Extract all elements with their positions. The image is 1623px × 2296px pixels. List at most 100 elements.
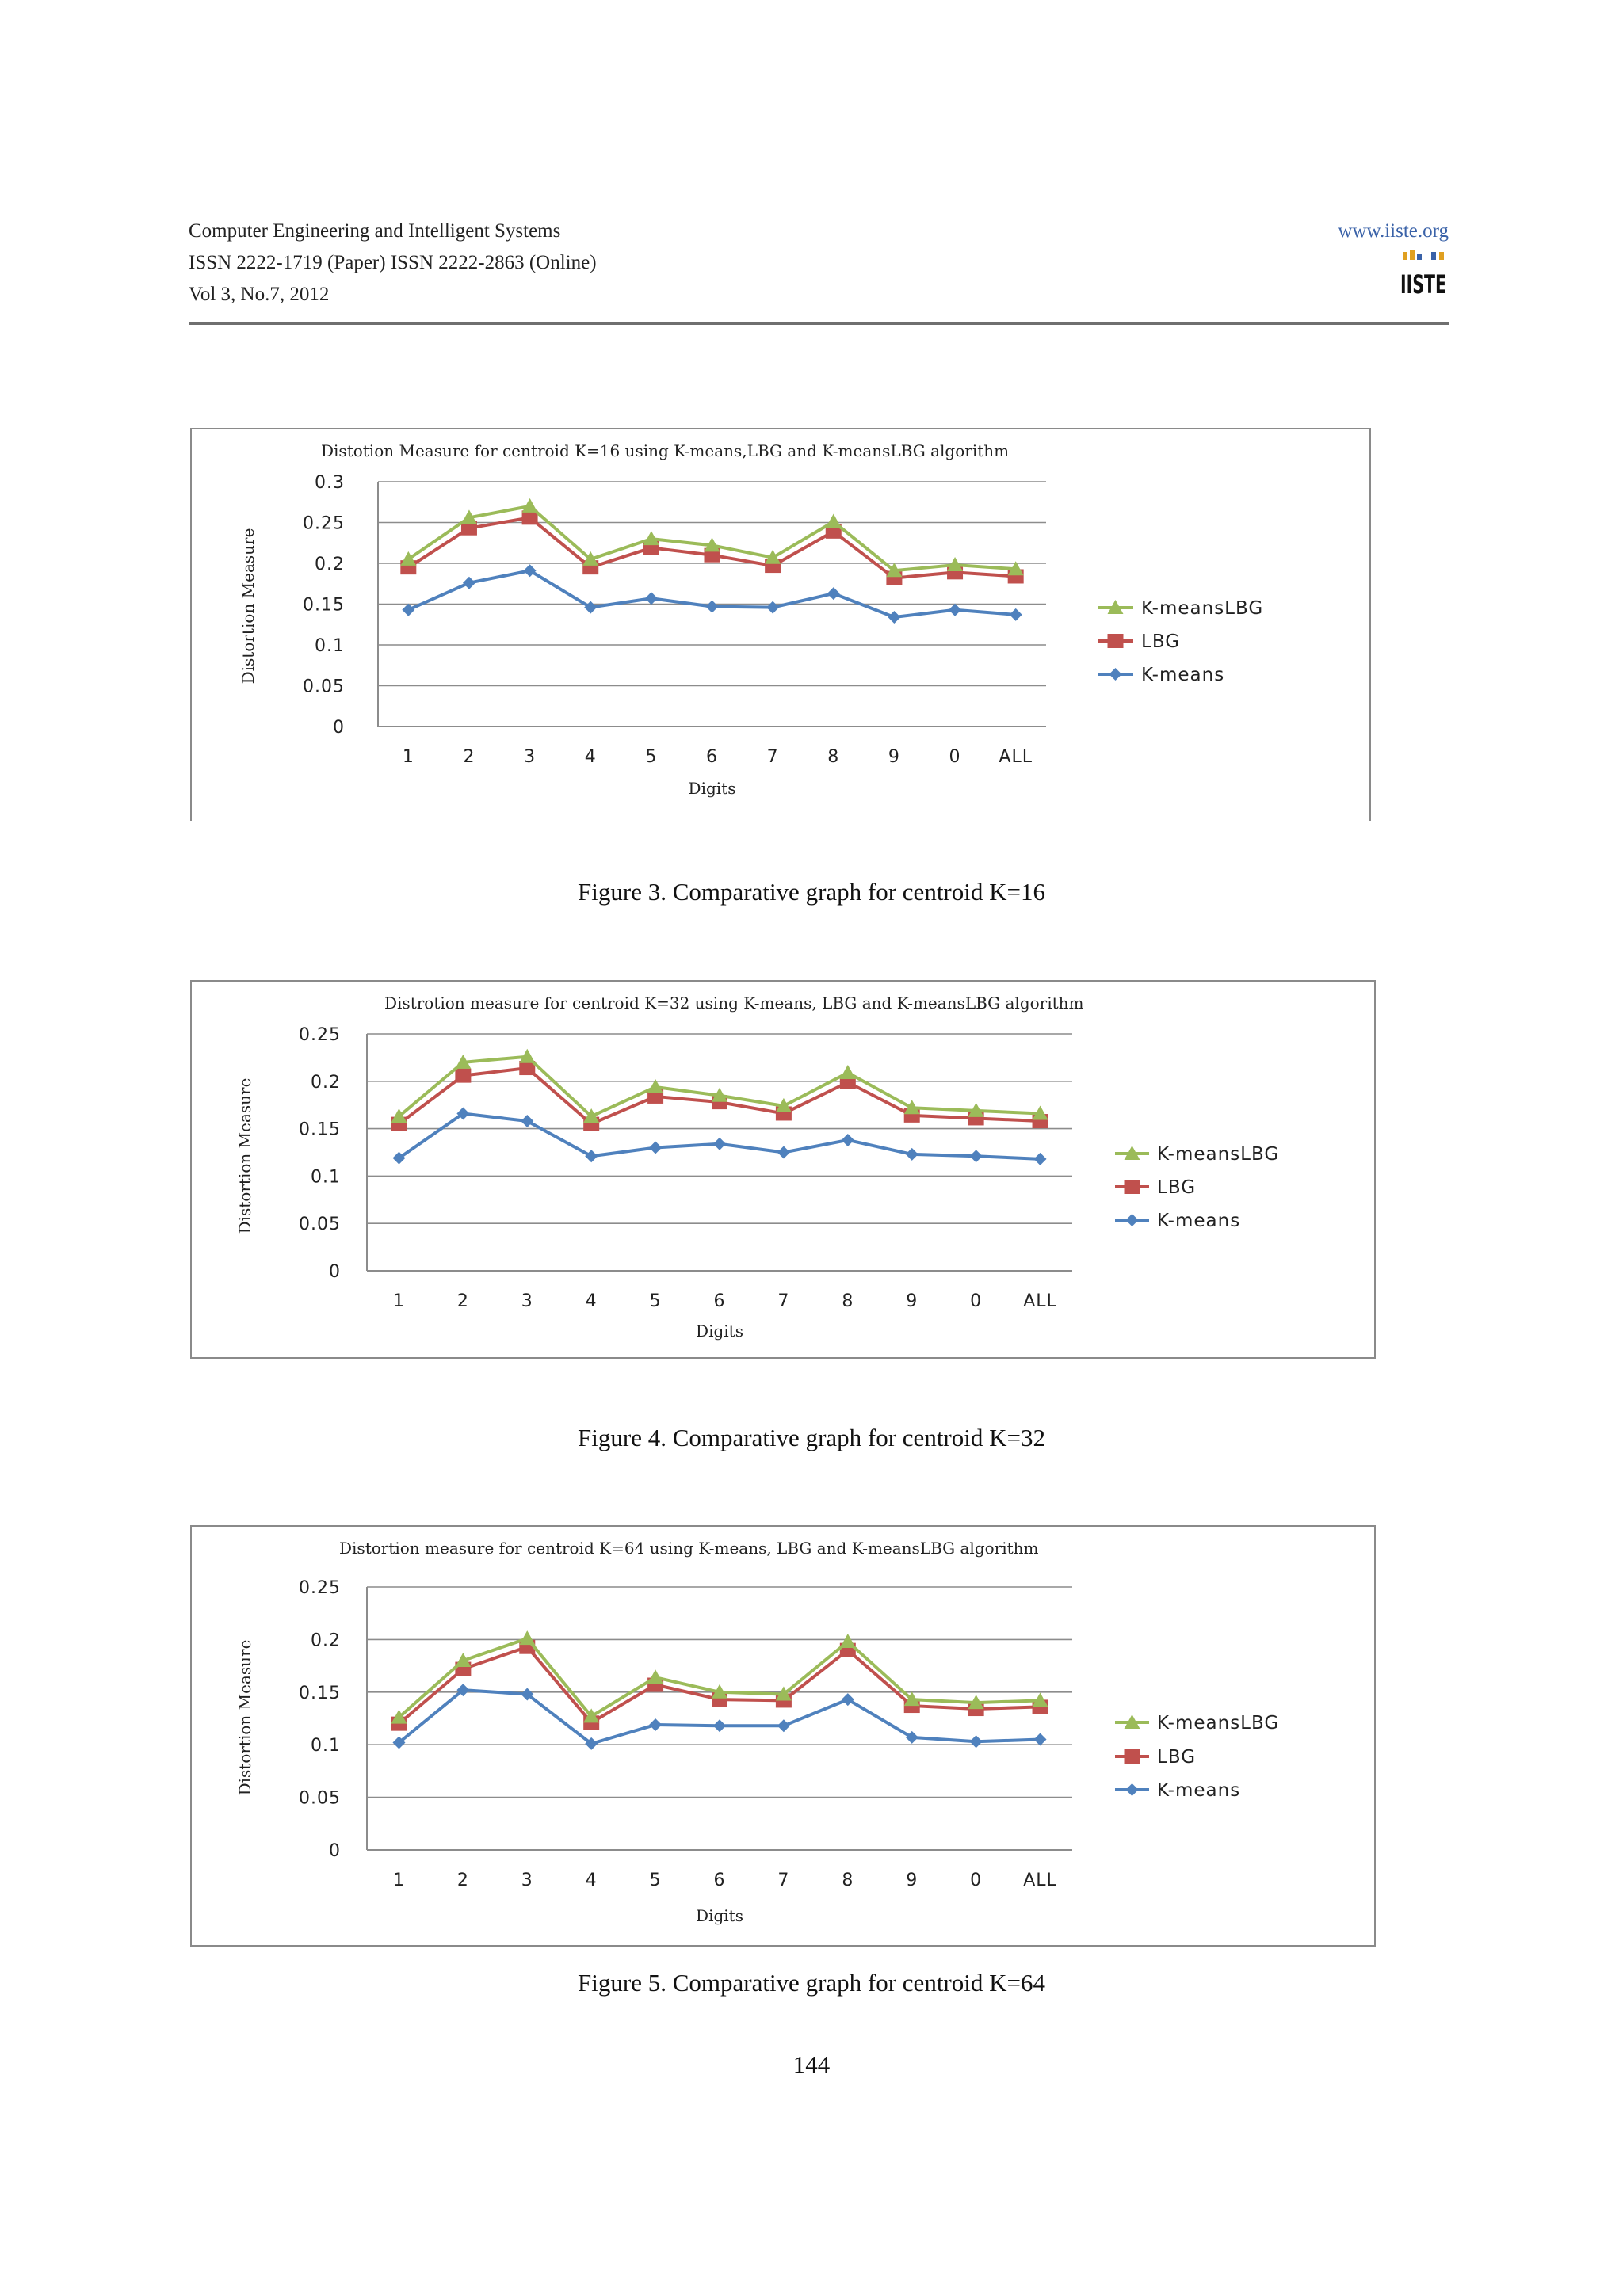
data-point [643,531,659,546]
data-point [455,1652,472,1667]
data-point [400,551,417,566]
x-tick-label: 7 [777,1871,789,1890]
legend-marker [1125,1783,1139,1796]
legend-item: K-means [1098,665,1224,685]
data-point [968,1102,984,1117]
y-tick-label: 0.3 [315,473,345,493]
y-tick-label: 0.1 [311,1167,341,1187]
legend-label: K-meansLBG [1141,598,1263,619]
data-point [766,601,780,614]
data-point [521,1115,534,1128]
x-tick-label: 9 [906,1871,918,1890]
series-k-means [392,1684,1047,1750]
x-tick-label: 5 [645,747,657,767]
data-point [825,513,842,528]
data-point [775,1686,792,1701]
legend-item: LBG [1098,631,1179,652]
data-point [1032,1105,1048,1120]
legend-marker [1124,1146,1140,1160]
legend-label: K-means [1157,1211,1240,1231]
data-point [777,1146,790,1159]
x-tick-label: 2 [463,747,475,767]
chart-frame [190,1525,1376,1947]
chart-frame [190,980,1376,1359]
legend-item: LBG [1115,1177,1196,1198]
data-point [647,1669,664,1684]
iiste-logo: IISTE [1400,250,1446,298]
data-point [519,1048,536,1063]
data-point [905,1730,918,1744]
data-point [521,1688,534,1701]
x-tick-label: 1 [403,747,414,767]
legend-marker [1109,668,1122,681]
data-point [949,603,962,616]
page-header: Computer Engineering and Intelligent Sys… [189,215,1449,311]
x-axis-label: Digits [696,1322,743,1341]
legend: K-meansLBG LBG K-means [1115,1713,1278,1801]
x-tick-label: 0 [970,1291,982,1311]
x-tick-label: 1 [393,1291,405,1311]
chart-k32-svg: Distrotion measure for centroid K=32 usi… [190,980,1376,1359]
chart-frame [190,428,1371,821]
y-tick-label: 0.25 [299,1578,341,1598]
y-tick-label: 0.15 [299,1120,341,1140]
data-point [1007,561,1024,576]
legend-marker [1107,634,1124,648]
y-tick-label: 0.25 [299,1025,341,1045]
data-point [519,1061,536,1076]
legend: K-meansLBG LBG K-means [1098,598,1263,685]
legend-label: LBG [1157,1177,1196,1198]
header-rule [189,322,1449,325]
legend-marker [1124,1714,1140,1729]
data-point [903,1100,920,1115]
legend-marker [1124,1749,1140,1764]
y-tick-label: 0.2 [315,555,345,574]
data-point [460,521,477,536]
legend-item: K-meansLBG [1098,598,1263,619]
y-axis-label: Distortion Measure [239,528,258,685]
chart-k64: Distortion measure for centroid K=64 usi… [190,1525,1376,1947]
data-point [841,1133,854,1146]
chart-k64-svg: Distortion measure for centroid K=64 usi… [190,1525,1376,1947]
x-tick-label: 0 [970,1871,982,1890]
data-point [1033,1152,1047,1165]
data-point [1033,1733,1047,1746]
series-k-means [392,1107,1047,1165]
data-point [460,509,477,524]
chart-k16: Distotion Measure for centroid K=16 usin… [190,428,1371,821]
legend-marker [1125,1214,1139,1226]
y-tick-label: 0.05 [303,677,345,697]
figure-4-caption: Figure 4. Comparative graph for centroid… [578,1424,1045,1451]
data-point [521,498,538,513]
chart-title: Distrotion measure for centroid K=32 usi… [384,994,1084,1013]
journal-name: Computer Engineering and Intelligent Sys… [189,220,561,242]
x-tick-label: 6 [706,747,718,767]
y-tick-label: 0.1 [315,636,345,656]
y-tick-label: 0 [329,1841,341,1861]
data-point [705,600,719,613]
data-point [644,592,658,605]
data-point [402,603,415,616]
chart-k32: Distrotion measure for centroid K=32 usi… [190,980,1376,1359]
website-link[interactable]: www.iiste.org [1338,220,1449,242]
data-point [391,1709,407,1724]
legend-item: K-means [1115,1780,1239,1801]
data-point [521,510,538,525]
data-point [713,1719,726,1733]
x-tick-label: 6 [714,1291,726,1311]
x-axis-label: Digits [696,1906,743,1925]
y-axis-label: Distortion Measure [235,1640,254,1796]
x-tick-label: 6 [714,1871,726,1890]
y-tick-label: 0.15 [299,1684,341,1703]
legend-label: LBG [1157,1747,1196,1768]
series-k-meanslbg [391,1630,1048,1724]
data-point [456,1684,470,1697]
y-tick-label: 0.05 [299,1789,341,1809]
y-tick-label: 0 [333,718,345,738]
chart-title: Distotion Measure for centroid K=16 usin… [321,441,1009,460]
data-point [888,610,901,624]
x-tick-label: 8 [842,1291,854,1311]
data-point [462,576,475,589]
x-tick-label: 9 [906,1291,918,1311]
series-k-meanslbg [391,1048,1048,1123]
